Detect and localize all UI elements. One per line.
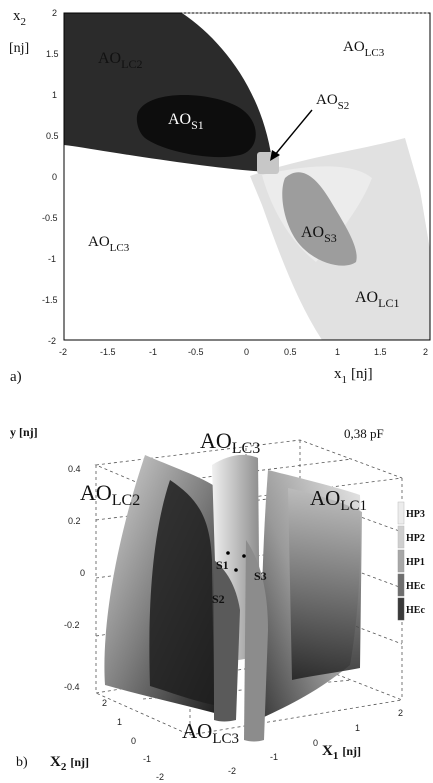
y-tick: -1 (48, 254, 56, 264)
x-axis-label: x1 [nj] (334, 366, 373, 386)
x1-tick: -1 (270, 752, 278, 762)
y-tick: 2 (52, 8, 57, 18)
legend-swatch (397, 525, 405, 549)
x-tick: -1.5 (100, 347, 116, 357)
x2-tick: -1 (143, 754, 151, 764)
label-s3: S3 (254, 569, 267, 583)
s2-arrowhead (270, 150, 280, 161)
legend-swatch (397, 501, 405, 525)
x1-tick: 0 (313, 738, 318, 748)
legend-swatch (397, 549, 405, 573)
y-ticks-3d: 0.4 0.2 0 -0.2 -0.4 (64, 464, 85, 692)
capacitance-label: 0,38 pF (344, 426, 384, 441)
x-tick: 1.5 (374, 347, 387, 357)
y-tick: 1.5 (46, 49, 59, 59)
panel-a-tag: a) (10, 369, 22, 385)
region-label-s2: AOS2 (316, 92, 349, 112)
x1-tick: 1 (355, 723, 360, 733)
region-label-lc2: AOLC2 (80, 480, 140, 509)
y-tick: 0.4 (68, 464, 81, 474)
y-tick: -1.5 (42, 295, 58, 305)
region-s1 (136, 95, 256, 158)
x2-tick: -2 (156, 772, 164, 782)
x-tick: -1 (149, 347, 157, 357)
panel-a: AOLC2 AOLC3 AOS2 AOS1 AOS3 AOLC3 AOLC1 x… (9, 8, 431, 386)
region-label-lc1: AOLC1 (355, 289, 399, 310)
region-label-s1: AOS1 (168, 111, 204, 132)
x-tick: 0 (244, 347, 249, 357)
point-s3 (242, 554, 246, 558)
region-label-lc3-bottom: AOLC3 (88, 234, 130, 254)
legend-swatch (397, 597, 405, 621)
region-label-lc3-top: AOLC3 (200, 428, 260, 457)
legend-label: HEc (406, 581, 425, 592)
legend-swatch (397, 573, 405, 597)
grid-line (142, 458, 353, 486)
x2-tick: 2 (102, 698, 107, 708)
panel-b: S1 S2 S3 AOLC3 AOLC2 AOLC1 AOLC3 0,38 pF… (10, 425, 425, 782)
x1-ticks: -2 -1 0 1 2 (228, 708, 403, 776)
x2-ticks: 2 1 0 -1 -2 (102, 698, 164, 782)
x1-tick: -2 (228, 766, 236, 776)
region-label-lc1: AOLC1 (310, 486, 367, 514)
x-tick: -2 (59, 347, 67, 357)
x-tick: -0.5 (188, 347, 204, 357)
surface-left-dark (149, 480, 214, 705)
surface-front-right (244, 540, 268, 742)
legend-label: HP3 (406, 509, 425, 520)
x1-tick: 2 (398, 708, 403, 718)
legend-label: HP1 (406, 557, 425, 568)
region-s3 (282, 172, 357, 266)
y-tick: 0 (52, 172, 57, 182)
x2-tick: 0 (131, 736, 136, 746)
point-s1 (226, 551, 230, 555)
x-tick: 1 (335, 347, 340, 357)
y-axis-label: y [nj] (10, 425, 38, 439)
x1-axis-label: X1 [nj] (322, 743, 361, 762)
legend-label: HP2 (406, 533, 425, 544)
label-s1: S1 (216, 558, 229, 572)
y-tick: -0.4 (64, 682, 80, 692)
s2-arrow (273, 109, 313, 157)
y-tick: -0.5 (42, 213, 58, 223)
region-label-s3: AOS3 (301, 224, 337, 245)
x-tick: 2 (423, 347, 428, 357)
x2-axis-label: X2 [nj] (50, 754, 89, 773)
box-bottom-face (94, 659, 404, 736)
panel-b-tag: b) (16, 755, 28, 770)
region-label-lc3-bottom: AOLC3 (182, 719, 239, 747)
y-tick: 0.5 (46, 131, 59, 141)
y-ticks: 2 1.5 1 0.5 0 -0.5 -1 -1.5 -2 (42, 8, 59, 346)
region-label-lc3-top: AOLC3 (343, 39, 385, 59)
y-tick: -2 (48, 336, 56, 346)
y-axis-unit: [nj] (9, 41, 29, 56)
region-label-lc2: AOLC2 (98, 50, 142, 71)
y-axis-label: x2 (13, 8, 26, 28)
y-tick: 0 (80, 568, 85, 578)
legend-label: HEc (406, 605, 425, 616)
point-s2 (234, 568, 238, 572)
label-s2: S2 (212, 592, 225, 606)
legend: HP3 HP2 HP1 HEc HEc (397, 501, 425, 621)
x-tick: 0.5 (284, 347, 297, 357)
y-tick: 1 (52, 90, 57, 100)
x-ticks: -2 -1.5 -1 -0.5 0 0.5 1 1.5 2 (59, 347, 428, 357)
x2-tick: 1 (117, 717, 122, 727)
surface-front-center (214, 560, 240, 722)
y-tick: 0.2 (68, 516, 81, 526)
y-tick: -0.2 (64, 620, 80, 630)
surface-right-plate (288, 488, 362, 680)
